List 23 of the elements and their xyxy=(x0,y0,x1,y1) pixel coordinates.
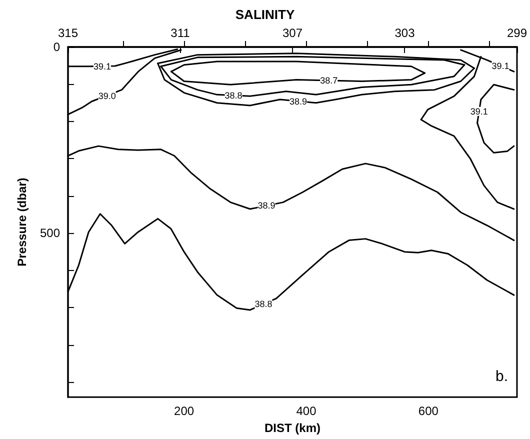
annotation: 38.8 xyxy=(224,90,242,100)
x2-tick-label: 307 xyxy=(282,26,303,40)
x2-tick-label: 299 xyxy=(506,26,528,40)
y-tick-label: 500 xyxy=(40,226,60,240)
annotation: 38.7 xyxy=(320,76,338,86)
x-tick-label: 600 xyxy=(418,404,439,418)
chart-title: SALINITY xyxy=(235,7,295,22)
annotation: b. xyxy=(495,368,508,385)
x-axis-title: DIST (km) xyxy=(264,421,320,435)
annotation: 39.1 xyxy=(93,61,111,72)
y-axis-title: Pressure (dbar) xyxy=(15,178,29,266)
x2-tick-label: 315 xyxy=(58,26,78,40)
annotation: 39.1 xyxy=(492,60,510,71)
annotation: 38.9 xyxy=(258,200,276,211)
annotation: 39.0 xyxy=(98,90,116,101)
annotation: 39.1 xyxy=(470,106,488,116)
x2-tick-label: 311 xyxy=(170,26,190,40)
x-tick-label: 200 xyxy=(174,404,194,418)
annotation: 38.9 xyxy=(290,96,308,106)
x-tick-label: 400 xyxy=(296,404,317,418)
y-tick-label: 0 xyxy=(53,40,60,54)
annotation: 38.8 xyxy=(254,298,272,309)
x2-tick-label: 303 xyxy=(394,26,416,40)
